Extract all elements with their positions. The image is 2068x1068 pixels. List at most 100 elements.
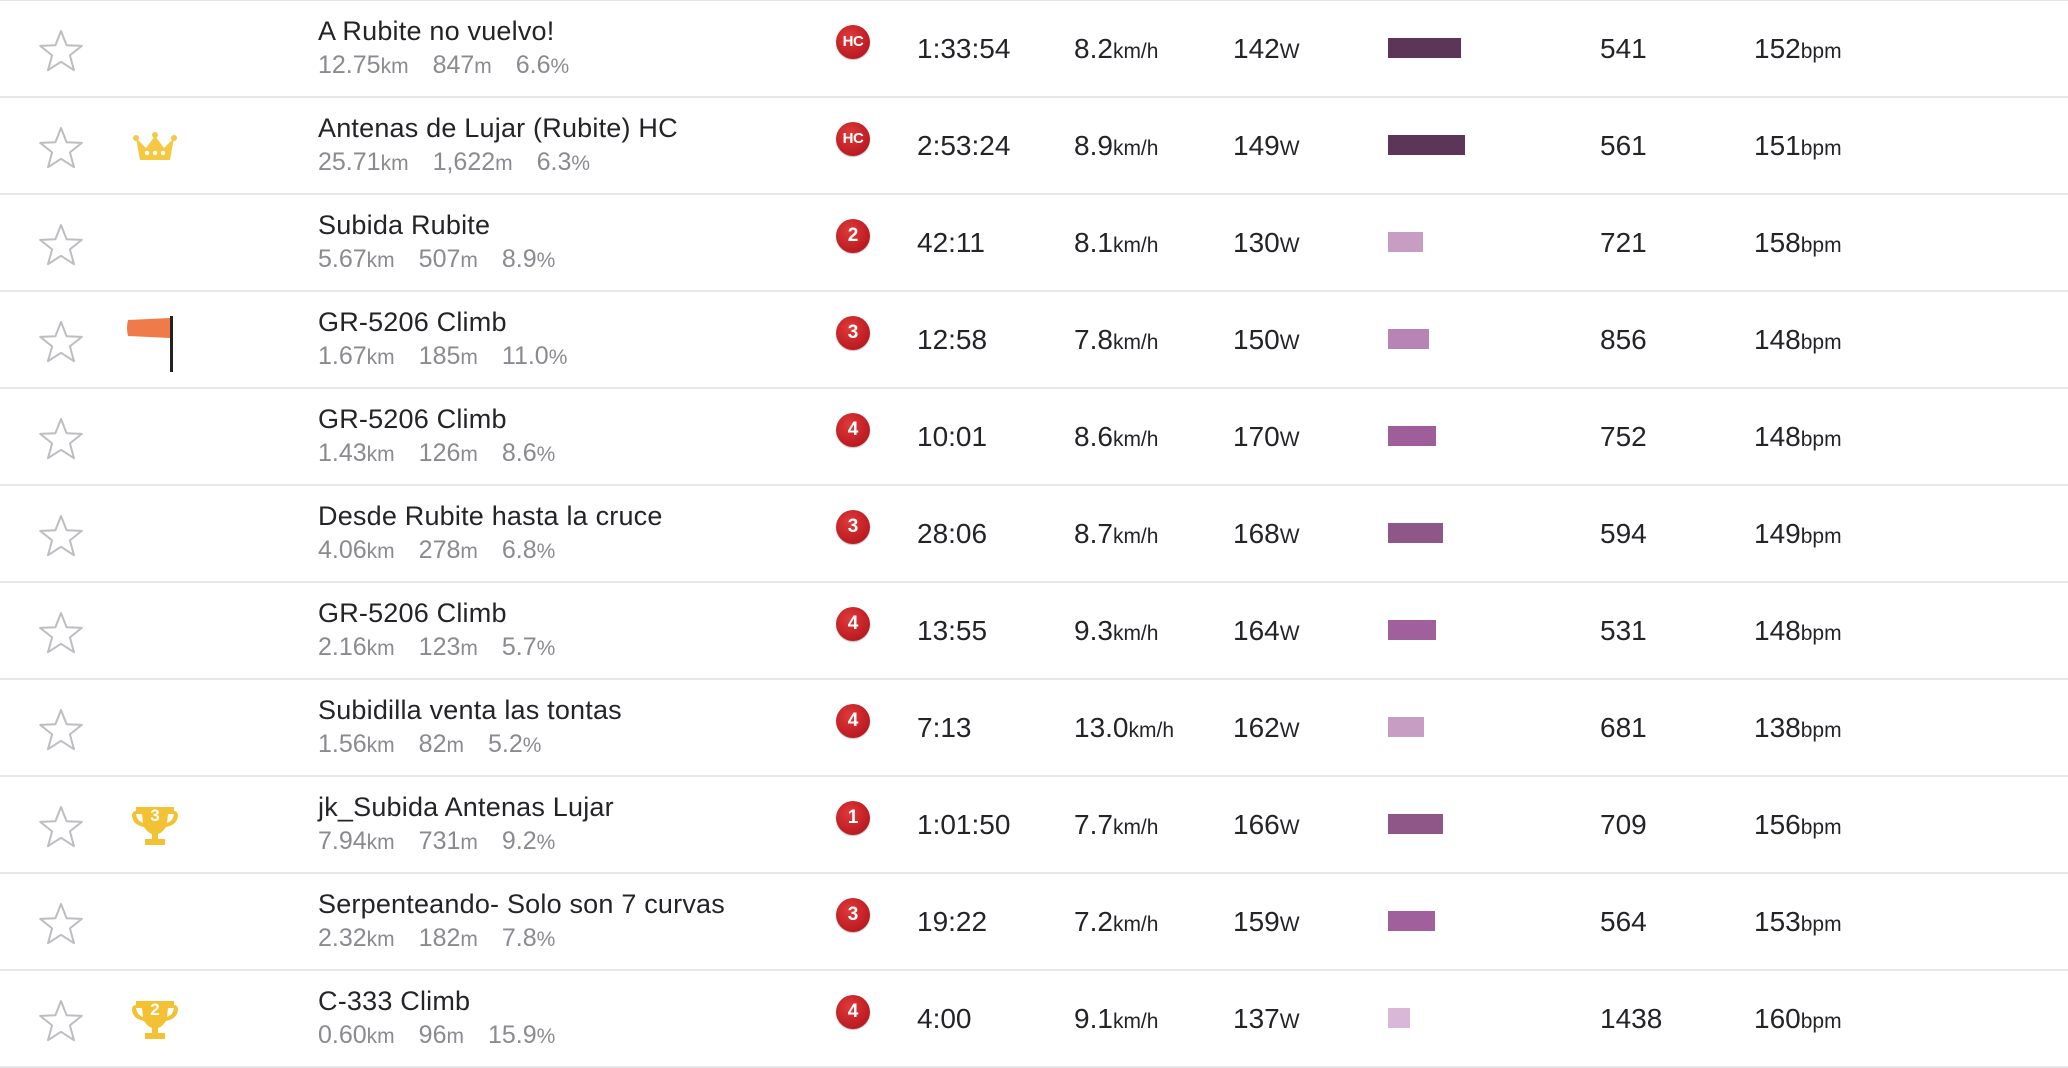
effort-speed: 7.2km/h	[1074, 906, 1159, 937]
star-button[interactable]	[38, 610, 84, 656]
effort-time: 4:00	[917, 1003, 972, 1034]
effort-time: 19:22	[917, 906, 988, 937]
table-row: Antenas de Lujar (Rubite) HC 25.71km 1,62…	[0, 98, 2068, 195]
effort-time: 1:01:50	[917, 809, 1011, 840]
effort-vam: 531	[1600, 615, 1647, 646]
star-button[interactable]	[38, 125, 84, 171]
segment-stats: 0.60km 96m 15.9%	[318, 1020, 818, 1052]
segment-elevation: 82m	[418, 730, 464, 758]
segment-name-link[interactable]: GR-5206 Climb	[318, 404, 507, 434]
achievement-slot	[126, 217, 182, 275]
segment-name-link[interactable]: GR-5206 Climb	[318, 307, 507, 337]
segment-name-link[interactable]: Subidilla venta las tontas	[318, 695, 622, 725]
effort-bar	[1388, 426, 1508, 446]
table-row: 3 jk_Subida Antenas Lujar 7.94km 731m 9.2%…	[0, 777, 2068, 874]
star-button[interactable]	[38, 222, 84, 268]
segment-info: Subida Rubite 5.67km 507m 8.9%	[318, 209, 818, 276]
segment-stats: 2.32km 182m 7.8%	[318, 923, 818, 955]
effort-bar	[1388, 620, 1508, 640]
star-icon	[39, 1000, 83, 1042]
climb-category-badge: 4	[836, 995, 872, 1031]
effort-power: 162W	[1233, 712, 1300, 743]
segment-name-link[interactable]: Subida Rubite	[318, 210, 491, 240]
effort-bar-fill	[1388, 135, 1465, 155]
segment-info: GR-5206 Climb 1.67km 185m 11.0%	[318, 306, 818, 373]
star-icon	[39, 806, 83, 848]
climb-category-badge: 4	[836, 607, 872, 643]
table-row: A Rubite no vuelvo! 12.75km 847m 6.6% HC 1…	[0, 1, 2068, 98]
star-button[interactable]	[38, 319, 84, 365]
effort-bar	[1388, 135, 1508, 155]
achievement-slot	[126, 508, 182, 566]
climb-category-badge: HC	[836, 25, 872, 61]
effort-time: 42:11	[917, 227, 985, 258]
segment-name-link[interactable]: C-333 Climb	[318, 986, 471, 1016]
segment-name-link[interactable]: Serpenteando- Solo son 7 curvas	[318, 889, 725, 919]
segment-distance: 5.67km	[318, 245, 395, 273]
effort-bar	[1388, 814, 1508, 834]
trophy-rank: 2	[150, 1000, 160, 1019]
effort-vam: 752	[1600, 421, 1647, 452]
segment-stats: 25.71km 1,622m 6.3%	[318, 147, 818, 179]
effort-power: 159W	[1233, 906, 1300, 937]
effort-speed: 7.7km/h	[1074, 809, 1159, 840]
star-icon	[39, 515, 83, 557]
effort-power: 170W	[1233, 421, 1300, 452]
effort-bar	[1388, 232, 1508, 252]
table-row: Subida Rubite 5.67km 507m 8.9% 2 42:11 8.1…	[0, 195, 2068, 292]
effort-vam: 1438	[1600, 1003, 1663, 1034]
segment-grade: 8.9%	[501, 245, 556, 273]
effort-heart-rate: 160bpm	[1754, 1003, 1842, 1034]
crown-icon	[132, 124, 178, 170]
segment-elevation: 1,622m	[432, 148, 513, 176]
segment-distance: 2.16km	[318, 633, 395, 661]
effort-power: 150W	[1233, 324, 1300, 355]
effort-time: 1:33:54	[917, 33, 1011, 64]
effort-time: 28:06	[917, 518, 988, 549]
table-row: GR-5206 Climb 1.67km 185m 11.0% 3 12:58 7.…	[0, 292, 2068, 389]
segment-grade: 15.9%	[487, 1021, 556, 1049]
effort-speed: 8.1km/h	[1074, 227, 1159, 258]
effort-heart-rate: 151bpm	[1754, 130, 1842, 161]
effort-speed: 8.2km/h	[1074, 33, 1159, 64]
table-row: Subidilla venta las tontas 1.56km 82m 5.2%…	[0, 680, 2068, 777]
climb-category-badge: 1	[836, 801, 872, 837]
segment-stats: 1.67km 185m 11.0%	[318, 341, 818, 373]
effort-time: 2:53:24	[917, 130, 1011, 161]
segment-info: Desde Rubite hasta la cruce 4.06km 278m 6.…	[318, 500, 818, 567]
effort-heart-rate: 148bpm	[1754, 615, 1842, 646]
star-button[interactable]	[38, 901, 84, 947]
climb-category-badge: 2	[836, 219, 872, 255]
star-button[interactable]	[38, 707, 84, 753]
table-row: GR-5206 Climb 2.16km 123m 5.7% 4 13:55 9.3…	[0, 583, 2068, 680]
effort-bar	[1388, 717, 1508, 737]
segment-distance: 4.06km	[318, 536, 395, 564]
star-button[interactable]	[38, 804, 84, 850]
climb-category-badge: 4	[836, 413, 872, 449]
segment-name-link[interactable]: Antenas de Lujar (Rubite) HC	[318, 113, 678, 143]
effort-speed: 8.7km/h	[1074, 518, 1159, 549]
star-icon	[39, 30, 83, 72]
effort-vam: 564	[1600, 906, 1647, 937]
effort-heart-rate: 148bpm	[1754, 324, 1842, 355]
segment-distance: 1.67km	[318, 342, 395, 370]
segment-name-link[interactable]: Desde Rubite hasta la cruce	[318, 501, 663, 531]
segment-name-link[interactable]: GR-5206 Climb	[318, 598, 507, 628]
segment-info: jk_Subida Antenas Lujar 7.94km 731m 9.2%	[318, 791, 818, 858]
segment-info: A Rubite no vuelvo! 12.75km 847m 6.6%	[318, 15, 818, 82]
star-button[interactable]	[38, 416, 84, 462]
star-button[interactable]	[38, 28, 84, 74]
effort-vam: 541	[1600, 33, 1647, 64]
segment-distance: 1.56km	[318, 730, 395, 758]
segment-grade: 9.2%	[501, 827, 556, 855]
star-button[interactable]	[38, 513, 84, 559]
achievement-slot	[126, 605, 182, 663]
segment-grade: 11.0%	[501, 342, 568, 370]
segment-name-link[interactable]: A Rubite no vuelvo!	[318, 16, 555, 46]
segment-elevation: 96m	[418, 1021, 464, 1049]
star-button[interactable]	[38, 998, 84, 1044]
segment-grade: 8.6%	[501, 439, 556, 467]
segment-name-link[interactable]: jk_Subida Antenas Lujar	[318, 792, 614, 822]
effort-bar-fill	[1388, 426, 1436, 446]
segment-distance: 7.94km	[318, 827, 395, 855]
